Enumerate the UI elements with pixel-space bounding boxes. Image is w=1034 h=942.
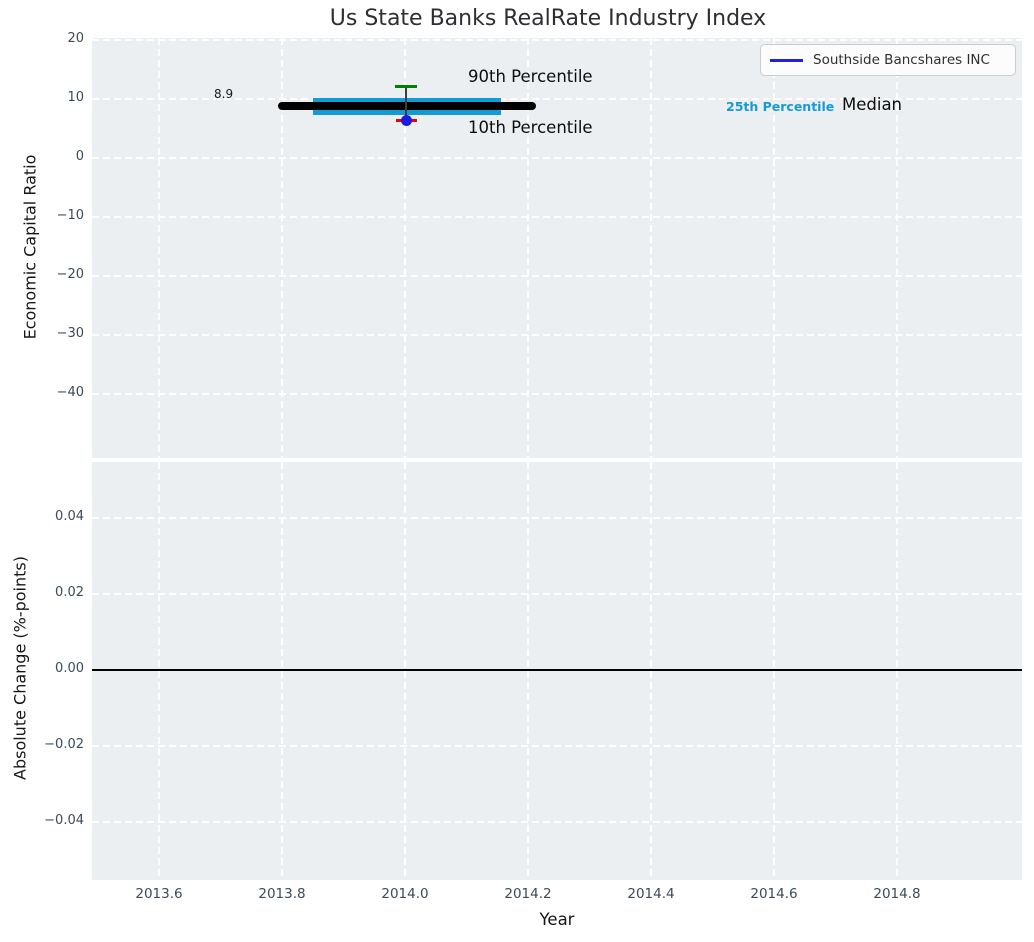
gridline-horizontal bbox=[92, 821, 1022, 823]
top-y-tick-label: 0 bbox=[75, 149, 84, 164]
bottom-y-tick-label: −0.02 bbox=[44, 737, 84, 752]
median-line bbox=[278, 102, 536, 110]
x-tick-label: 2014.2 bbox=[504, 886, 552, 902]
gridline-vertical bbox=[281, 462, 283, 880]
x-axis-label: Year bbox=[539, 910, 575, 929]
x-tick-label: 2013.6 bbox=[135, 886, 183, 902]
x-tick-label: 2014.8 bbox=[873, 886, 921, 902]
bottom-y-tick-label: 0.04 bbox=[55, 509, 84, 524]
top-y-tick-label: 10 bbox=[67, 90, 84, 105]
gridline-horizontal bbox=[92, 157, 1022, 159]
company-marker-dot bbox=[400, 115, 412, 126]
zero-line bbox=[92, 669, 1022, 671]
bottom-y-axis-label: Absolute Change (%-points) bbox=[10, 556, 30, 780]
gridline-vertical bbox=[527, 38, 529, 458]
gridline-vertical bbox=[158, 462, 160, 880]
chart-title: Us State Banks RealRate Industry Index bbox=[329, 6, 767, 31]
bottom-y-tick-label: 0.00 bbox=[55, 661, 84, 676]
gridline-horizontal bbox=[92, 593, 1022, 595]
gridline-vertical bbox=[281, 38, 283, 458]
percentile25-label: 25th Percentile bbox=[726, 99, 835, 114]
bottom-y-tick-label: −0.04 bbox=[44, 813, 84, 828]
bottom-axes bbox=[92, 462, 1022, 880]
bottom-y-tick-label: 0.02 bbox=[55, 585, 84, 600]
median-value-label: 8.9 bbox=[214, 87, 234, 101]
x-tick-label: 2014.6 bbox=[750, 886, 798, 902]
gridline-horizontal bbox=[92, 216, 1022, 218]
top-y-tick-label: −10 bbox=[56, 208, 84, 223]
gridline-vertical bbox=[773, 462, 775, 880]
top-y-tick-label: −20 bbox=[56, 267, 84, 282]
top-y-tick-label: 20 bbox=[67, 31, 84, 46]
median-label: Median bbox=[842, 95, 903, 114]
x-tick-label: 2014.0 bbox=[381, 886, 429, 902]
gridline-horizontal bbox=[92, 275, 1022, 277]
gridline-vertical bbox=[404, 462, 406, 880]
gridline-vertical bbox=[650, 462, 652, 880]
gridline-vertical bbox=[896, 38, 898, 458]
x-tick-label: 2013.8 bbox=[258, 886, 306, 902]
gridline-horizontal bbox=[92, 334, 1022, 336]
legend: Southside Bancshares INC bbox=[760, 44, 1016, 76]
gridline-vertical bbox=[650, 38, 652, 458]
top-y-tick-label: −40 bbox=[56, 385, 84, 400]
legend-line-sample-icon bbox=[770, 58, 803, 62]
legend-label: Southside Bancshares INC bbox=[813, 52, 990, 68]
percentile90-cap bbox=[395, 84, 417, 88]
gridline-horizontal bbox=[92, 39, 1022, 41]
top-y-axis-label: Economic Capital Ratio bbox=[20, 154, 40, 340]
top-y-tick-label: −30 bbox=[56, 326, 84, 341]
gridline-vertical bbox=[773, 38, 775, 458]
percentile90-label: 90th Percentile bbox=[468, 67, 593, 86]
gridline-horizontal bbox=[92, 98, 1022, 100]
top-axes: 8.9 90th Percentile 10th Percentile 25th… bbox=[92, 38, 1022, 458]
percentile10-label: 10th Percentile bbox=[468, 118, 593, 137]
gridline-vertical bbox=[527, 462, 529, 880]
gridline-horizontal bbox=[92, 745, 1022, 747]
x-tick-label: 2014.4 bbox=[627, 886, 675, 902]
errorbar-stem bbox=[405, 86, 407, 121]
gridline-horizontal bbox=[92, 393, 1022, 395]
gridline-vertical bbox=[404, 38, 406, 458]
gridline-horizontal bbox=[92, 517, 1022, 519]
gridline-vertical bbox=[158, 38, 160, 458]
gridline-vertical bbox=[896, 462, 898, 880]
